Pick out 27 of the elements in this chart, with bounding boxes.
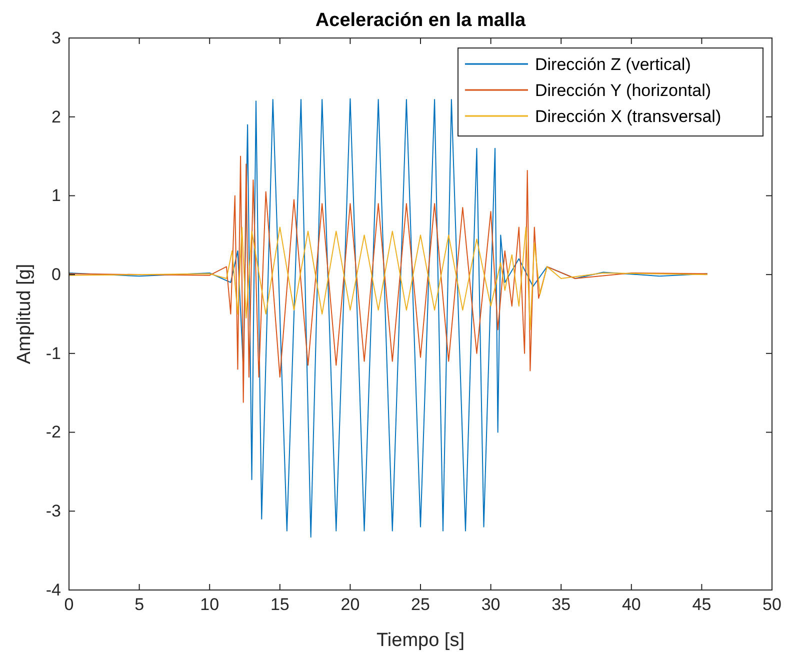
legend-label: Dirección X (transversal) [535, 107, 722, 126]
x-tick-label: 25 [411, 595, 430, 614]
y-tick-label: -1 [46, 344, 61, 363]
x-tick-label: 30 [481, 595, 500, 614]
x-tick-label: 10 [200, 595, 220, 614]
x-tick-label: 40 [622, 595, 641, 614]
y-tick-label: 0 [52, 265, 61, 284]
y-tick-label: 2 [52, 107, 61, 126]
y-tick-label: 3 [52, 28, 61, 48]
chart-title: Aceleración en la malla [315, 10, 526, 31]
x-tick-label: 20 [340, 595, 360, 614]
y-tick-label: -3 [46, 502, 61, 521]
x-tick-label: 15 [270, 595, 290, 614]
legend-label: Dirección Z (vertical) [535, 55, 691, 74]
x-tick-label: 50 [762, 595, 782, 614]
line-series [68, 156, 708, 403]
x-axis-title: Tiempo [s] [376, 630, 464, 651]
x-tick-label: 35 [552, 595, 571, 614]
x-tick-label: 45 [692, 595, 712, 614]
y-axis-title: Amplitud [g] [14, 264, 35, 364]
y-tick-label: -4 [46, 580, 61, 600]
line-series [68, 226, 708, 330]
y-tick-label: -2 [46, 422, 61, 442]
legend-label: Dirección Y (horizontal) [535, 81, 712, 100]
x-tick-label: 0 [64, 595, 74, 614]
x-tick-label: 5 [134, 595, 144, 614]
y-tick-label: 1 [52, 186, 61, 206]
